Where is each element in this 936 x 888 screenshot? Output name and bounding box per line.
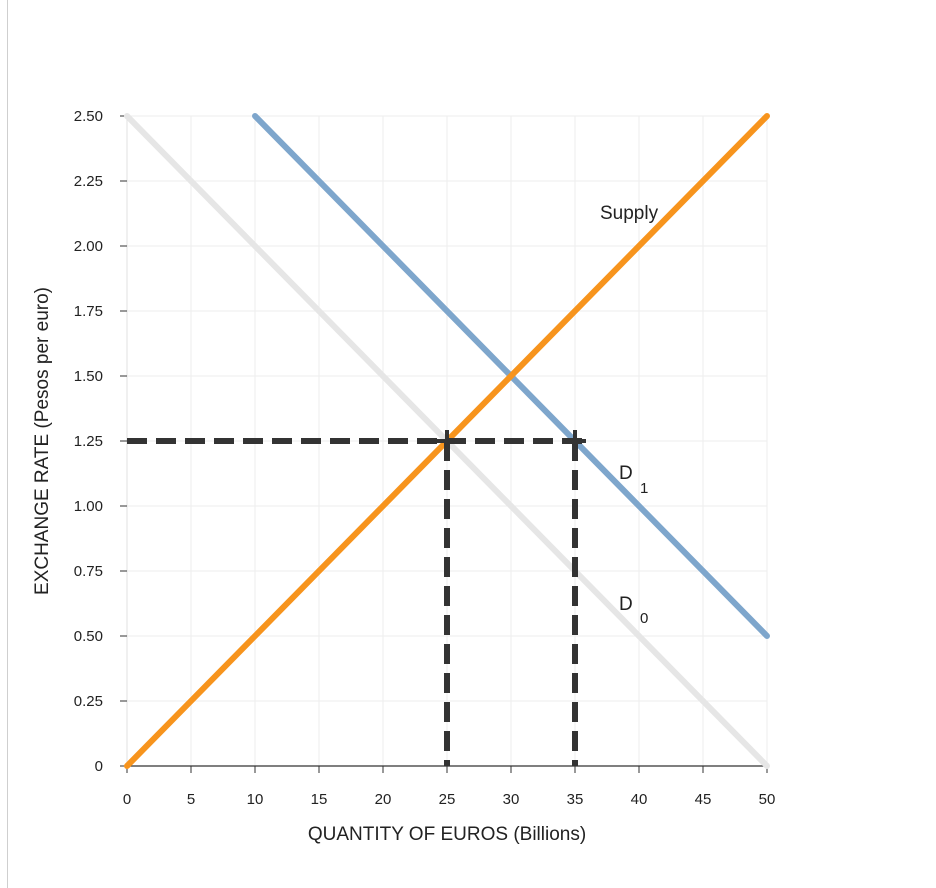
x-tick-label: 15 <box>311 791 328 808</box>
supply-label: Supply <box>600 203 659 224</box>
y-axis-title: EXCHANGE RATE (Pesos per euro) <box>32 287 53 595</box>
y-tick-label: 1.25 <box>74 433 103 450</box>
demand-d0-label: D <box>619 594 633 615</box>
y-tick-label: 2.25 <box>74 173 103 190</box>
x-tick-label: 50 <box>759 791 776 808</box>
x-tick-label: 35 <box>567 791 584 808</box>
y-tick-label: 1.00 <box>74 498 103 515</box>
x-axis-ticks: 0 5 10 15 20 25 30 35 40 45 50 <box>123 766 776 808</box>
y-tick-label: 0.75 <box>74 563 103 580</box>
panel-border <box>7 0 8 888</box>
grid <box>126 115 768 767</box>
y-tick-label: 2.50 <box>74 108 103 125</box>
y-tick-label: 1.75 <box>74 303 103 320</box>
x-tick-label: 0 <box>123 791 131 808</box>
y-tick-label: 2.00 <box>74 238 103 255</box>
x-tick-label: 40 <box>631 791 648 808</box>
y-tick-label: 0 <box>95 758 103 775</box>
x-axis-title: QUANTITY OF EUROS (Billions) <box>308 824 586 845</box>
x-tick-label: 5 <box>187 791 195 808</box>
demand-d1-subscript: 1 <box>640 480 648 497</box>
demand-d1-label: D <box>619 463 633 484</box>
x-tick-label: 10 <box>247 791 264 808</box>
x-tick-label: 30 <box>503 791 520 808</box>
y-tick-label: 1.50 <box>74 368 103 385</box>
demand-d0-subscript: 0 <box>640 610 648 627</box>
reference-lines <box>127 430 589 766</box>
y-axis-ticks: 0 0.25 0.50 0.75 1.00 1.25 1.50 1.75 2.00 2.25 2.5… <box>74 108 127 775</box>
x-tick-label: 20 <box>375 791 392 808</box>
y-tick-label: 0.25 <box>74 693 103 710</box>
y-tick-label: 0.50 <box>74 628 103 645</box>
x-tick-label: 25 <box>439 791 456 808</box>
x-tick-label: 45 <box>695 791 712 808</box>
